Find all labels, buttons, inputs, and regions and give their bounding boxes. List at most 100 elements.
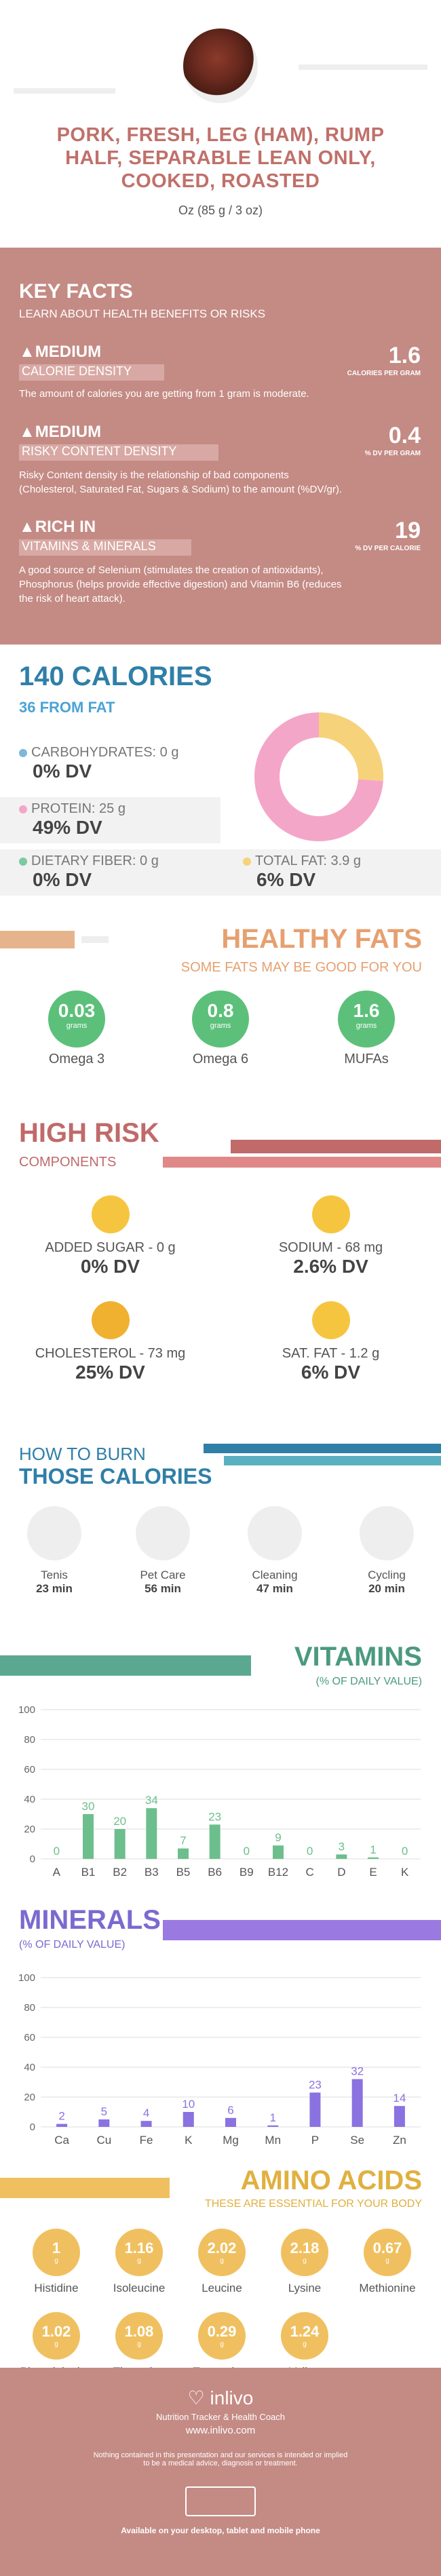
footer-disclaimer: to be a medical advice, diagnosis or tre…	[143, 2459, 298, 2467]
amino-item-isoleucine: 1.16 g Isoleucine	[102, 2229, 176, 2295]
value-label: 20	[113, 1815, 126, 1828]
heart-icon: ♡	[187, 2387, 205, 2408]
key-facts-subtitle: LEARN ABOUT HEALTH BENEFITS OR RISKS	[19, 307, 266, 320]
vitamins-value: 19	[395, 518, 421, 543]
fiber-block: DIETARY FIBER: 0 g 0% DV	[19, 853, 159, 891]
title-line: COOKED, ROASTED	[121, 170, 320, 192]
category-label: Mg	[223, 2134, 239, 2147]
y-tick-label: 20	[24, 2092, 35, 2103]
category-label: B12	[268, 1866, 288, 1879]
amino-label: Isoleucine	[113, 2282, 166, 2294]
omega3-label: Omega 3	[48, 1052, 105, 1066]
tenis-icon	[27, 1506, 81, 1560]
fiber-label: DIETARY FIBER: 0 g	[31, 853, 159, 868]
cholesterol-item: CHOLESTEROL - 73 mg 25% DV	[0, 1301, 220, 1383]
y-tick-label: 100	[18, 1704, 35, 1716]
cleaning-item: Cleaning 47 min	[234, 1506, 315, 1596]
value-label: 34	[145, 1794, 158, 1807]
bar-b6	[209, 1824, 220, 1859]
key-facts-section: KEY FACTS LEARN ABOUT HEALTH BENEFITS OR…	[0, 248, 441, 645]
y-tick-label: 20	[24, 1824, 35, 1835]
cycling-item: Cycling 20 min	[346, 1506, 427, 1596]
value-label: 32	[351, 2065, 364, 2078]
vitamins-title: VITAMINS	[294, 1642, 422, 1672]
amino-circle: 0.29 g	[198, 2312, 246, 2360]
amino-circle: 1.02 g	[33, 2312, 80, 2360]
added-sugar-dv: 0% DV	[80, 1256, 140, 1277]
amino-value: 1.24	[290, 2323, 320, 2340]
value-label: 4	[143, 2107, 149, 2119]
food-title: PORK, FRESH, LEG (HAM), RUMP HALF, SEPAR…	[27, 123, 414, 193]
protein-dot	[19, 805, 27, 813]
mufas-item: 1.6 grams MUFAs	[329, 991, 404, 1067]
bar-b2	[114, 1829, 126, 1859]
category-label: Zn	[393, 2134, 406, 2147]
value-label: 6	[227, 2104, 233, 2117]
cycling-label: Cycling	[368, 1569, 406, 1581]
amino-circle: 2.02 g	[198, 2229, 246, 2276]
footer-available: Available on your desktop, tablet and mo…	[121, 2526, 320, 2535]
cleaning-icon	[248, 1506, 302, 1560]
cleaning-label: Cleaning	[252, 1569, 298, 1581]
footer: ♡ inlivo Nutrition Tracker & Health Coac…	[0, 2368, 441, 2576]
pet-care-label: Pet Care	[140, 1569, 186, 1581]
value-label: 0	[54, 1845, 60, 1858]
protein-block: PROTEIN: 25 g 49% DV	[19, 801, 126, 839]
amino-value: 1	[52, 2239, 61, 2256]
fiber-fat-highlight	[0, 849, 441, 896]
burn-bar	[224, 1456, 441, 1465]
category-label: Ca	[54, 2134, 69, 2147]
value-label: 0	[402, 1845, 408, 1858]
amino-value: 1.02	[41, 2323, 71, 2340]
omega6-label: Omega 6	[192, 1052, 249, 1066]
title-line: PORK, FRESH, LEG (HAM), RUMP	[56, 124, 385, 146]
vitamins-level: ▲RICH IN	[19, 518, 96, 536]
healthy-fats-subtitle: SOME FATS MAY BE GOOD FOR YOU	[180, 960, 422, 975]
category-label: B6	[208, 1866, 222, 1879]
y-tick-label: 60	[24, 1764, 35, 1775]
vitamins-desc: A good source of Selenium (stimulates th…	[19, 564, 342, 604]
mufas-circle: 1.6 grams	[338, 991, 395, 1047]
cycling-time: 20 min	[368, 1582, 405, 1595]
vitamins-bar	[0, 1655, 251, 1676]
minerals-title: MINERALS	[19, 1905, 161, 1935]
minerals-subtitle: (% OF DAILY VALUE)	[19, 1939, 126, 1950]
amino-unit: g	[54, 2341, 58, 2348]
sat-fat-label: SAT. FAT - 1.2 g	[282, 1346, 380, 1361]
y-tick-label: 60	[24, 2032, 35, 2043]
amino-item-leucine: 2.02 g Leucine	[185, 2229, 259, 2295]
bar-b3	[146, 1808, 157, 1859]
fiber-dv: 0% DV	[33, 869, 92, 890]
fat-label: TOTAL FAT: 3.9 g	[255, 853, 361, 868]
value-label: 9	[275, 1831, 281, 1844]
value-label: 3	[339, 1840, 345, 1853]
category-label: D	[337, 1866, 345, 1879]
amino-unit: g	[54, 2257, 58, 2265]
healthy-fats-title: HEALTHY FATS	[221, 924, 422, 954]
amino-unit: g	[303, 2341, 307, 2348]
vitamins-chart: 0204060801000A30B120B234B37B523B60B99B12…	[18, 1704, 421, 1879]
value-label: 7	[180, 1834, 186, 1847]
vitamins-subtitle: (% OF DAILY VALUE)	[315, 1676, 422, 1687]
amino-label: Leucine	[202, 2282, 242, 2294]
y-tick-label: 100	[18, 1972, 35, 1984]
vitamins-unit: % DV PER CALORIE	[355, 545, 421, 552]
value-label: 1	[269, 2111, 275, 2124]
category-label: K	[401, 1866, 409, 1879]
flame-icon: ▲	[19, 343, 35, 361]
category-label: C	[306, 1866, 314, 1879]
sat-fat-item: SAT. FAT - 1.2 g 6% DV	[220, 1301, 441, 1383]
burn-title2: THOSE CALORIES	[19, 1464, 212, 1488]
leaf-icon: ▲	[19, 518, 35, 536]
omega3-circle: 0.03 grams	[48, 991, 105, 1047]
amino-value: 2.18	[290, 2239, 320, 2256]
category-label: B9	[239, 1866, 254, 1879]
footer-url[interactable]: www.inlivo.com	[185, 2425, 256, 2436]
value-label: 10	[182, 2098, 195, 2111]
category-label: Cu	[96, 2134, 111, 2147]
bar-d	[336, 1854, 347, 1859]
calories-title: 140 CALORIES	[19, 661, 212, 691]
cleaning-time: 47 min	[256, 1582, 293, 1595]
amino-unit: g	[220, 2257, 224, 2265]
